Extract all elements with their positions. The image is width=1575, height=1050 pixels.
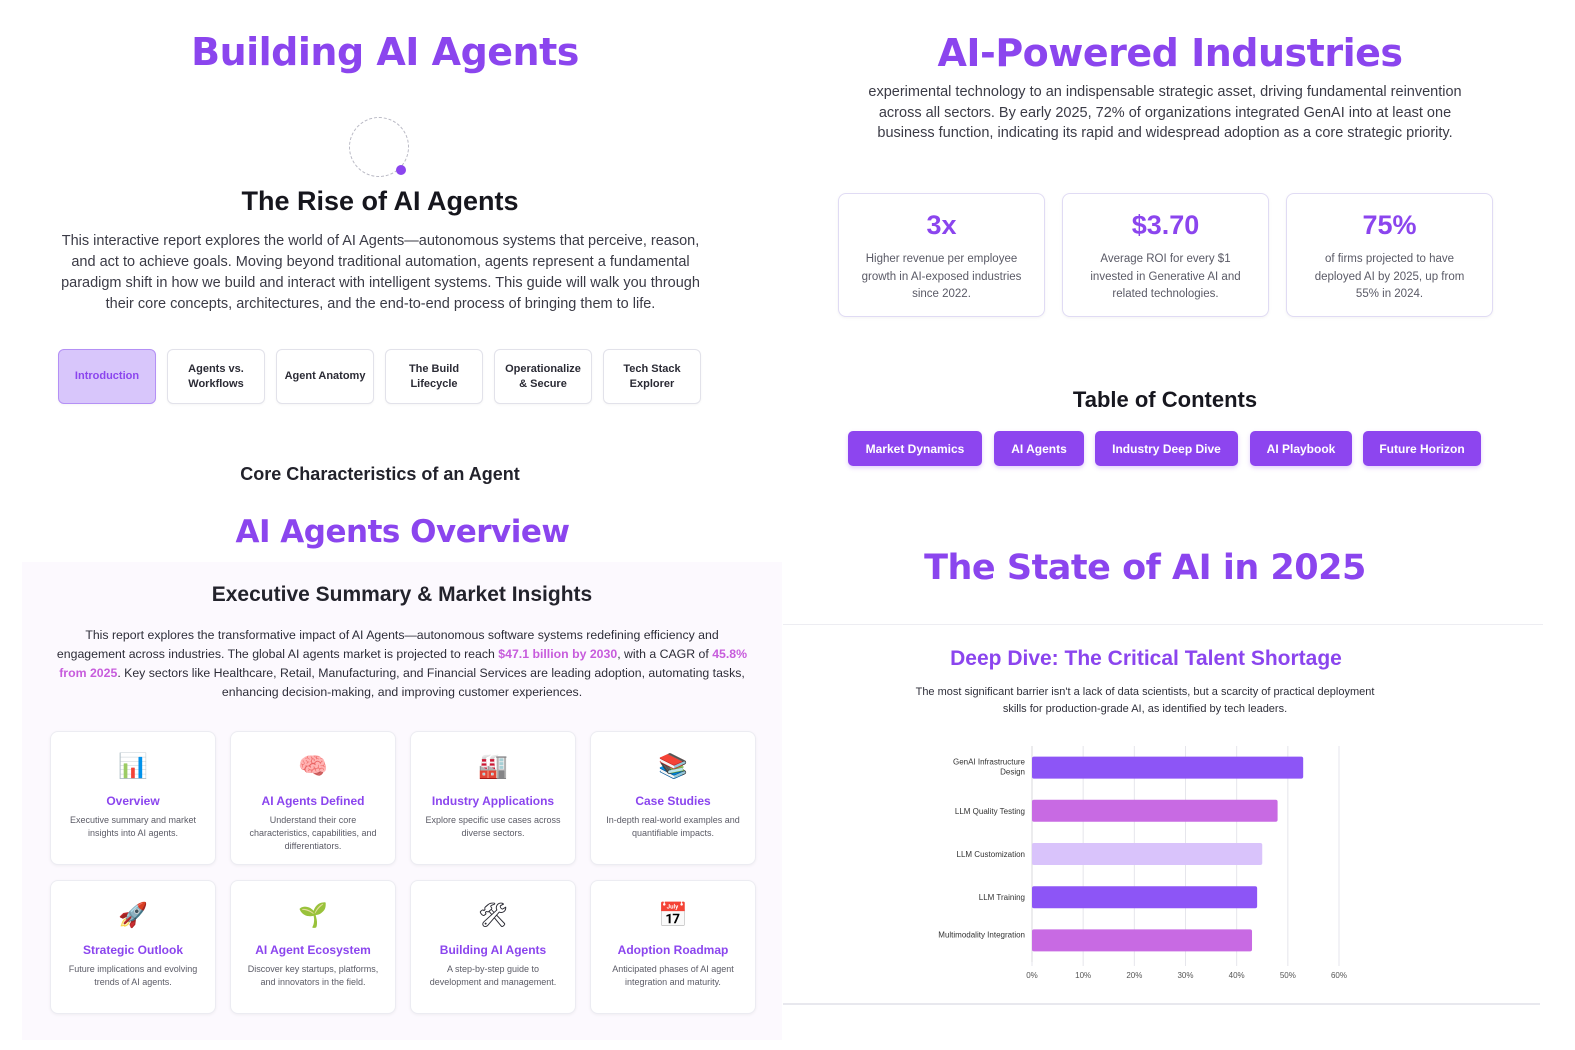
feature-card-description: Anticipated phases of AI agent integrati… xyxy=(612,964,734,987)
feature-card-title: AI Agent Ecosystem xyxy=(255,943,371,957)
industries-title: AI-Powered Industries xyxy=(937,31,1403,75)
stat-card-adoption: 75% of firms projected to have deployed … xyxy=(1286,193,1493,317)
stat-description: Higher revenue per employee growth in AI… xyxy=(861,253,1022,300)
page-title: Building AI Agents xyxy=(191,30,579,74)
divider xyxy=(783,624,1543,625)
bar-chart-icon: 📊 xyxy=(118,753,148,780)
x-tick-label: 20% xyxy=(1126,971,1142,980)
tools-icon: 🛠 xyxy=(477,902,509,929)
tab-build-lifecycle[interactable]: The Build Lifecycle xyxy=(385,349,483,404)
section-heading: The Rise of AI Agents xyxy=(241,186,519,216)
feature-card-description: Explore specific use cases across divers… xyxy=(425,815,561,838)
intro-paragraph: This interactive report explores the wor… xyxy=(61,233,700,312)
stat-value: 3x xyxy=(926,210,957,240)
tab-agents-vs-workflows[interactable]: Agents vs. Workflows xyxy=(167,349,265,404)
feature-card-description: Executive summary and market insights in… xyxy=(69,815,197,838)
feature-card[interactable]: 🛠 Building AI Agents A step-by-step guide … xyxy=(410,880,576,1014)
category-label: GenAI Infrastructure Design xyxy=(953,758,1026,777)
category-label: Multimodality Integration xyxy=(938,930,1025,939)
feature-card-description: In-depth real-world examples and quantif… xyxy=(606,815,740,838)
toc-industry-deep-dive-button[interactable]: Industry Deep Dive xyxy=(1095,431,1238,466)
loading-spinner-icon xyxy=(349,117,409,177)
seedling-icon: 🌱 xyxy=(298,902,328,929)
toc-future-horizon-button[interactable]: Future Horizon xyxy=(1363,431,1481,466)
industries-paragraph: experimental technology to an indispensa… xyxy=(868,84,1462,141)
category-label: LLM Quality Testing xyxy=(955,807,1025,816)
state-of-ai-title: The State of AI in 2025 xyxy=(924,548,1366,588)
feature-card-title: Overview xyxy=(106,794,160,808)
toc-heading: Table of Contents xyxy=(1072,387,1258,412)
feature-card-title: Adoption Roadmap xyxy=(617,943,729,957)
market-size-highlight: $47.1 billion by 2030 xyxy=(498,647,618,661)
x-tick-label: 40% xyxy=(1229,971,1245,980)
feature-card-title: Building AI Agents xyxy=(439,943,547,957)
feature-card-title: Case Studies xyxy=(635,794,711,808)
bar xyxy=(1032,799,1278,822)
tab-tech-stack-explorer[interactable]: Tech Stack Explorer xyxy=(603,349,701,404)
executive-summary-text: This report explores the transformative … xyxy=(56,628,748,699)
x-tick-label: 10% xyxy=(1075,971,1091,980)
toc-ai-agents-button[interactable]: AI Agents xyxy=(994,431,1084,466)
feature-card-description: A step-by-step guide to development and … xyxy=(429,964,557,987)
tab-introduction[interactable]: Introduction xyxy=(58,349,156,404)
stat-card-roi: $3.70 Average ROI for every $1 invested … xyxy=(1062,193,1269,317)
core-characteristics-heading: Core Characteristics of an Agent xyxy=(240,464,520,484)
toc-ai-playbook-button[interactable]: AI Playbook xyxy=(1250,431,1352,466)
stat-value: $3.70 xyxy=(1131,210,1200,240)
factory-icon: 🏭 xyxy=(478,753,508,780)
calendar-icon: 📅 xyxy=(658,902,688,929)
x-tick-label: 30% xyxy=(1177,971,1193,980)
spinner-dot xyxy=(396,165,406,175)
feature-card[interactable]: 🧠 AI Agents Defined Understand their core … xyxy=(230,731,396,865)
cagr-highlight: 45.8% from 2025 xyxy=(59,647,748,680)
x-tick-label: 60% xyxy=(1331,971,1347,980)
category-label: LLM Customization xyxy=(957,850,1025,859)
tab-operationalize-secure[interactable]: Operationalize & Secure xyxy=(494,349,592,404)
feature-card[interactable]: 📊 Overview Executive summary and market in… xyxy=(50,731,216,865)
executive-summary-heading: Executive Summary & Market Insights xyxy=(211,583,593,606)
feature-card[interactable]: 🚀 Strategic Outlook Future implications an… xyxy=(50,880,216,1014)
talent-shortage-bar-chart: 0% 10% 20% 30% 40% 50% 60% GenAI Infrastructure… xyxy=(938,746,1347,980)
feature-card[interactable]: 🌱 AI Agent Ecosystem Discover key startups… xyxy=(230,880,396,1014)
feature-card[interactable]: 📅 Adoption Roadmap Anticipated phases of A… xyxy=(590,880,756,1014)
stat-card-revenue: 3x Higher revenue per employee growth in… xyxy=(838,193,1045,317)
bar xyxy=(1032,843,1263,865)
overview-title: AI Agents Overview xyxy=(235,514,570,550)
bar xyxy=(1032,886,1258,909)
feature-card-description: Future implications and evolving trends … xyxy=(68,964,198,987)
feature-card-description: Discover key startups, platforms, and in… xyxy=(247,964,379,987)
books-icon: 📚 xyxy=(658,753,688,780)
stat-description: of firms projected to have deployed AI b… xyxy=(1314,253,1465,300)
talent-shortage-subtitle: The most significant barrier isn't a lac… xyxy=(915,686,1375,715)
feature-card[interactable]: 🏭 Industry Applications Explore specific u… xyxy=(410,731,576,865)
feature-card-title: Strategic Outlook xyxy=(82,943,183,957)
feature-card-title: Industry Applications xyxy=(431,794,555,808)
rocket-icon: 🚀 xyxy=(118,902,148,929)
x-tick-label: 50% xyxy=(1280,971,1296,980)
bar xyxy=(1032,929,1253,952)
feature-card-title: AI Agents Defined xyxy=(261,794,365,808)
category-label: LLM Training xyxy=(979,893,1025,902)
talent-shortage-heading: Deep Dive: The Critical Talent Shortage xyxy=(950,647,1342,670)
x-tick-label: 0% xyxy=(1026,971,1038,980)
tab-agent-anatomy[interactable]: Agent Anatomy xyxy=(276,349,374,404)
feature-card[interactable]: 📚 Case Studies In-depth real-world example… xyxy=(590,731,756,865)
stat-description: Average ROI for every $1 invested in Gen… xyxy=(1090,253,1241,300)
toc-market-dynamics-button[interactable]: Market Dynamics xyxy=(848,431,982,466)
brain-icon: 🧠 xyxy=(298,753,328,780)
feature-card-description: Understand their core characteristics, c… xyxy=(249,815,377,851)
bar xyxy=(1032,756,1304,779)
stat-value: 75% xyxy=(1362,210,1417,240)
